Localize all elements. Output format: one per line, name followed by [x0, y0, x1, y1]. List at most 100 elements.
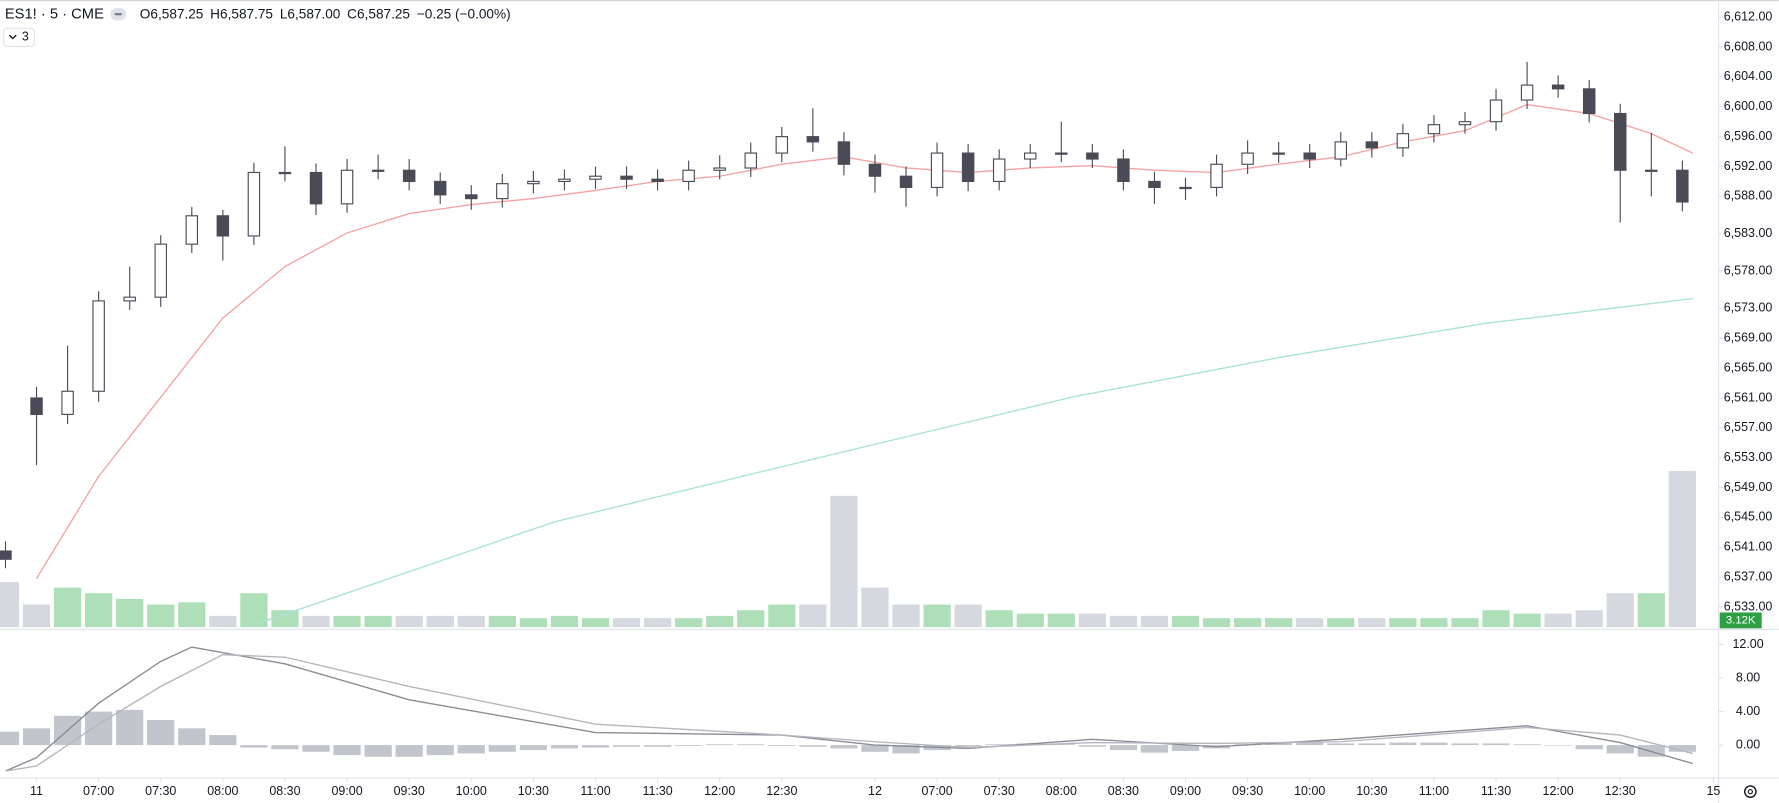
ohlc-value: 6,587.25: [357, 6, 410, 21]
histogram-bar: [178, 728, 206, 746]
candle-body: [1582, 88, 1596, 115]
histogram-bar: [861, 745, 889, 752]
status-dot-mark: [114, 13, 122, 16]
candle-body: [1023, 152, 1037, 160]
candle-body: [1334, 141, 1348, 160]
y-tick-label: 6,583.00: [1724, 226, 1773, 240]
histogram-bar: [0, 731, 20, 746]
histogram-bar: [954, 745, 982, 747]
y-tick-label: 6,596.00: [1724, 129, 1773, 143]
volume-label-bg: [1719, 612, 1762, 629]
histogram-bar: [1575, 745, 1603, 750]
candle-body: [216, 215, 230, 237]
settings[interactable]: [1743, 785, 1757, 799]
candle-body: [1148, 180, 1161, 188]
candle-body: [1365, 141, 1379, 149]
candle-body: [1427, 124, 1441, 135]
volume-bar: [209, 615, 237, 628]
volume-bar: [1451, 618, 1479, 628]
volume-bar: [1047, 613, 1075, 628]
x-tick-label: 09:00: [1170, 784, 1201, 798]
chevron: [8, 34, 17, 40]
histogram-bar: [1389, 742, 1417, 746]
volume-bar: [830, 495, 858, 628]
histogram-bar: [302, 745, 330, 752]
histogram-bar: [457, 745, 485, 754]
volume-bar: [116, 598, 144, 628]
volume-bar: [178, 602, 206, 628]
indicator-toggle[interactable]: [3, 27, 35, 48]
volume-bar: [1606, 593, 1634, 628]
candle-body: [1551, 84, 1565, 90]
y-tick-label: 6,569.00: [1724, 331, 1773, 345]
ohlc-key: H: [210, 6, 220, 21]
change: −0.25 (−0.00%): [417, 6, 511, 21]
y-tick-label: 6,612.00: [1724, 9, 1773, 23]
volume-bar: [1171, 615, 1200, 628]
histogram-bar: [426, 745, 454, 756]
volume-bar: [333, 615, 361, 628]
y-tick-label: 6,537.00: [1724, 569, 1773, 583]
volume-bar: [147, 604, 175, 628]
volume-bar: [364, 615, 392, 628]
volume-bar: [768, 604, 796, 628]
histogram-bar: [1327, 743, 1355, 746]
x-tick-label: 07:30: [984, 784, 1015, 798]
volume-bar: [1265, 618, 1293, 628]
histogram-bar: [1513, 744, 1541, 746]
x-tick-label: 07:30: [145, 784, 176, 798]
volume-bar: [1078, 613, 1106, 628]
histogram-bar: [519, 745, 547, 751]
y-tick-label: 6,561.00: [1724, 390, 1773, 404]
y-tick-label: 6,578.00: [1724, 263, 1773, 277]
volume-bar: [1109, 615, 1138, 628]
histogram-bar: [1296, 742, 1324, 746]
x-tick-label: 09:30: [1232, 784, 1263, 798]
candle-body: [1117, 158, 1130, 183]
y-tick-label: 6,600.00: [1724, 99, 1773, 113]
gear[interactable]: [1743, 785, 1757, 799]
volume-bar: [799, 604, 827, 628]
volume-bar: [923, 604, 951, 628]
volume-bar: [581, 618, 610, 628]
volume-bar: [1140, 615, 1169, 628]
histogram-bar: [1047, 744, 1075, 746]
volume-bar: [612, 618, 641, 628]
candle-body: [465, 194, 478, 200]
x-tick-label: 08:30: [269, 784, 300, 798]
candle-body: [154, 243, 167, 298]
histogram-bar: [1078, 745, 1106, 747]
volume-bar: [1544, 613, 1572, 628]
candle-body: [992, 158, 1006, 183]
gear-hub: [1747, 789, 1753, 795]
x-tick-label: 09:30: [394, 784, 425, 798]
candle-body: [247, 171, 261, 237]
ohlc-value: 6,587.75: [220, 6, 273, 21]
x-tick-label: 12:00: [704, 784, 735, 798]
y-tick-label: 6,549.00: [1724, 480, 1773, 494]
ohlc: O6,587.25 H6,587.75 L6,587.00 C6,587.25 −0.2…: [140, 6, 511, 21]
histogram-bar: [488, 745, 516, 752]
candle-body: [744, 152, 757, 169]
x-tick-label: 11:30: [642, 784, 672, 798]
x-tick-label: 07:00: [921, 784, 952, 798]
candle-body: [589, 175, 602, 180]
volume-bar: [892, 604, 920, 628]
candle-body: [92, 300, 105, 392]
x-tick-label: 10:00: [1294, 784, 1325, 798]
candle-body: [558, 178, 571, 183]
volume-bar: [1389, 618, 1417, 628]
histogram-bar: [1358, 743, 1386, 746]
ohlc-key: C: [347, 6, 357, 21]
ohlc-value: 6,587.25: [150, 6, 203, 21]
candle-body: [775, 136, 789, 154]
candle-body: [806, 136, 820, 143]
candle-body: [309, 171, 323, 205]
volume-bar: [1420, 618, 1448, 628]
histogram-bar: [1265, 742, 1293, 746]
x-tick-label: 10:30: [518, 784, 549, 798]
candle-body: [837, 141, 851, 165]
x-tick-label: 12: [868, 784, 882, 798]
ohlc-key: O: [140, 6, 151, 21]
